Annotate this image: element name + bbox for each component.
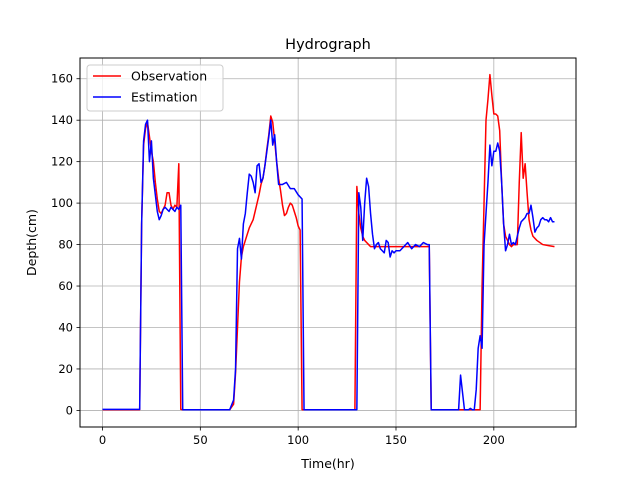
data-series: [102, 73, 555, 411]
x-tick-label: 0: [99, 433, 106, 447]
y-axis-label: Depth(cm): [24, 209, 39, 276]
legend: Observation Estimation: [86, 64, 224, 112]
plot-frame: [79, 57, 577, 428]
y-tick-label: 160: [51, 72, 73, 86]
y-tick-label: 20: [58, 362, 73, 376]
legend-label-estimation: Estimation: [131, 90, 198, 105]
x-tick-label: 200: [483, 433, 505, 447]
y-tick-label: 120: [51, 155, 73, 169]
x-tick-label: 50: [193, 433, 208, 447]
x-tick-label: 100: [287, 433, 309, 447]
series-line-estimation: [102, 119, 555, 411]
axis-ticks: 0 50 100 150 200 0 20 40 60 80 100 120 140 160: [51, 72, 505, 447]
y-tick-label: 0: [66, 403, 73, 417]
y-tick-label: 40: [58, 320, 73, 334]
chart-title: Hydrograph: [285, 37, 371, 53]
legend-label-observation: Observation: [131, 69, 207, 84]
y-tick-label: 140: [51, 113, 73, 127]
y-tick-label: 80: [58, 238, 73, 252]
x-tick-label: 150: [385, 433, 407, 447]
grid-lines: [80, 58, 576, 427]
y-tick-label: 100: [51, 196, 73, 210]
x-axis-label: Time(hr): [300, 456, 354, 471]
y-tick-label: 60: [58, 279, 73, 293]
